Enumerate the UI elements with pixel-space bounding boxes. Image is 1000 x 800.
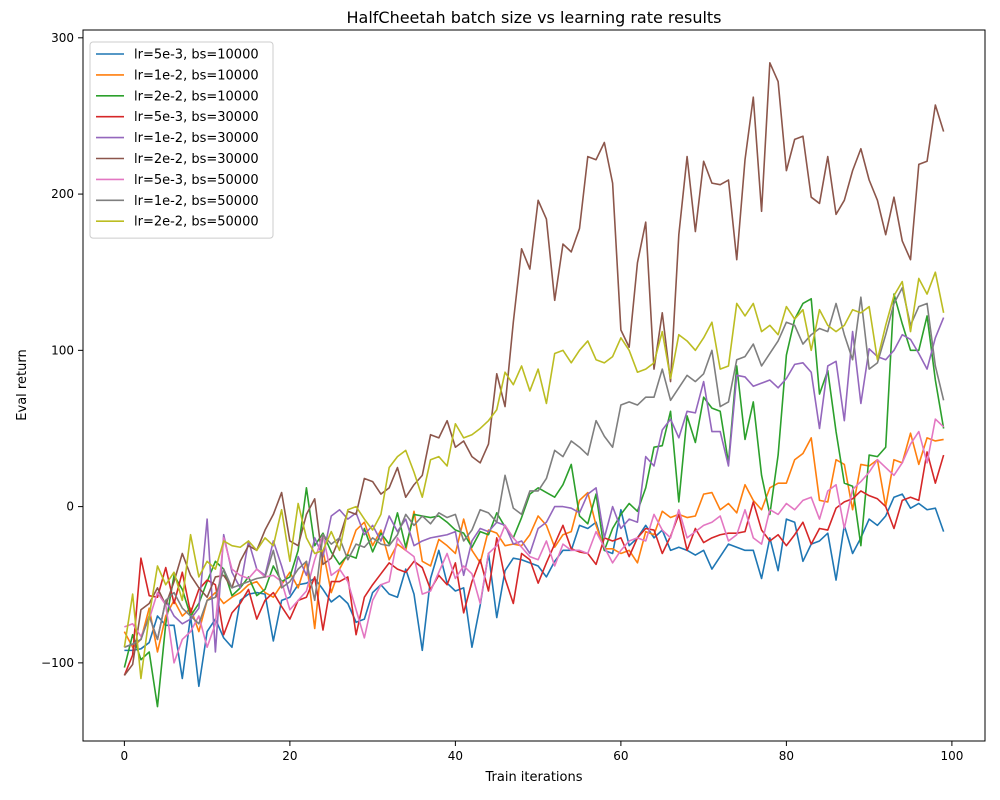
x-axis-label: Train iterations	[484, 770, 582, 785]
series-line-6	[123, 62, 945, 676]
y-axis-label: Eval return	[15, 349, 30, 420]
legend-label: lr=2e-2, bs=50000	[134, 215, 259, 230]
legend-label: lr=1e-2, bs=30000	[134, 131, 259, 146]
legend-box	[89, 41, 274, 239]
series-line-7	[124, 418, 945, 664]
y-tick-label: 0	[66, 500, 74, 514]
x-tick-label: 40	[448, 749, 463, 763]
legend-label: lr=5e-3, bs=10000	[134, 48, 259, 63]
legend: lr=5e-3, bs=10000 lr=1e-2, bs=10000 lr=2e-…	[89, 41, 274, 239]
legend-label: lr=2e-2, bs=10000	[134, 89, 259, 104]
axes: 0 20 40 60 80 100 −100 0 100 200 300	[41, 31, 963, 763]
y-tick-label: 200	[51, 187, 74, 201]
series-line-2	[123, 432, 944, 653]
series-lines	[123, 62, 945, 708]
legend-label: lr=5e-3, bs=30000	[134, 110, 259, 125]
legend-label: lr=1e-2, bs=10000	[134, 68, 259, 83]
y-tick-label: 100	[51, 343, 74, 357]
x-tick-label: 20	[282, 749, 297, 763]
y-tick-label: −100	[41, 656, 74, 670]
x-tick-label: 80	[779, 749, 794, 763]
x-tick-label: 100	[940, 749, 963, 763]
series-line-4	[123, 451, 945, 676]
x-tick-label: 0	[121, 749, 129, 763]
legend-label: lr=1e-2, bs=50000	[134, 194, 259, 209]
legend-label: lr=2e-2, bs=30000	[134, 152, 259, 167]
chart-title: HalfCheetah batch size vs learning rate …	[346, 8, 721, 27]
y-tick-label: 300	[51, 31, 74, 45]
series-line-8	[124, 287, 945, 648]
legend-label: lr=5e-3, bs=50000	[134, 173, 259, 188]
series-line-9	[123, 271, 945, 680]
plot-frame	[82, 29, 986, 742]
x-tick-label: 60	[613, 749, 628, 763]
